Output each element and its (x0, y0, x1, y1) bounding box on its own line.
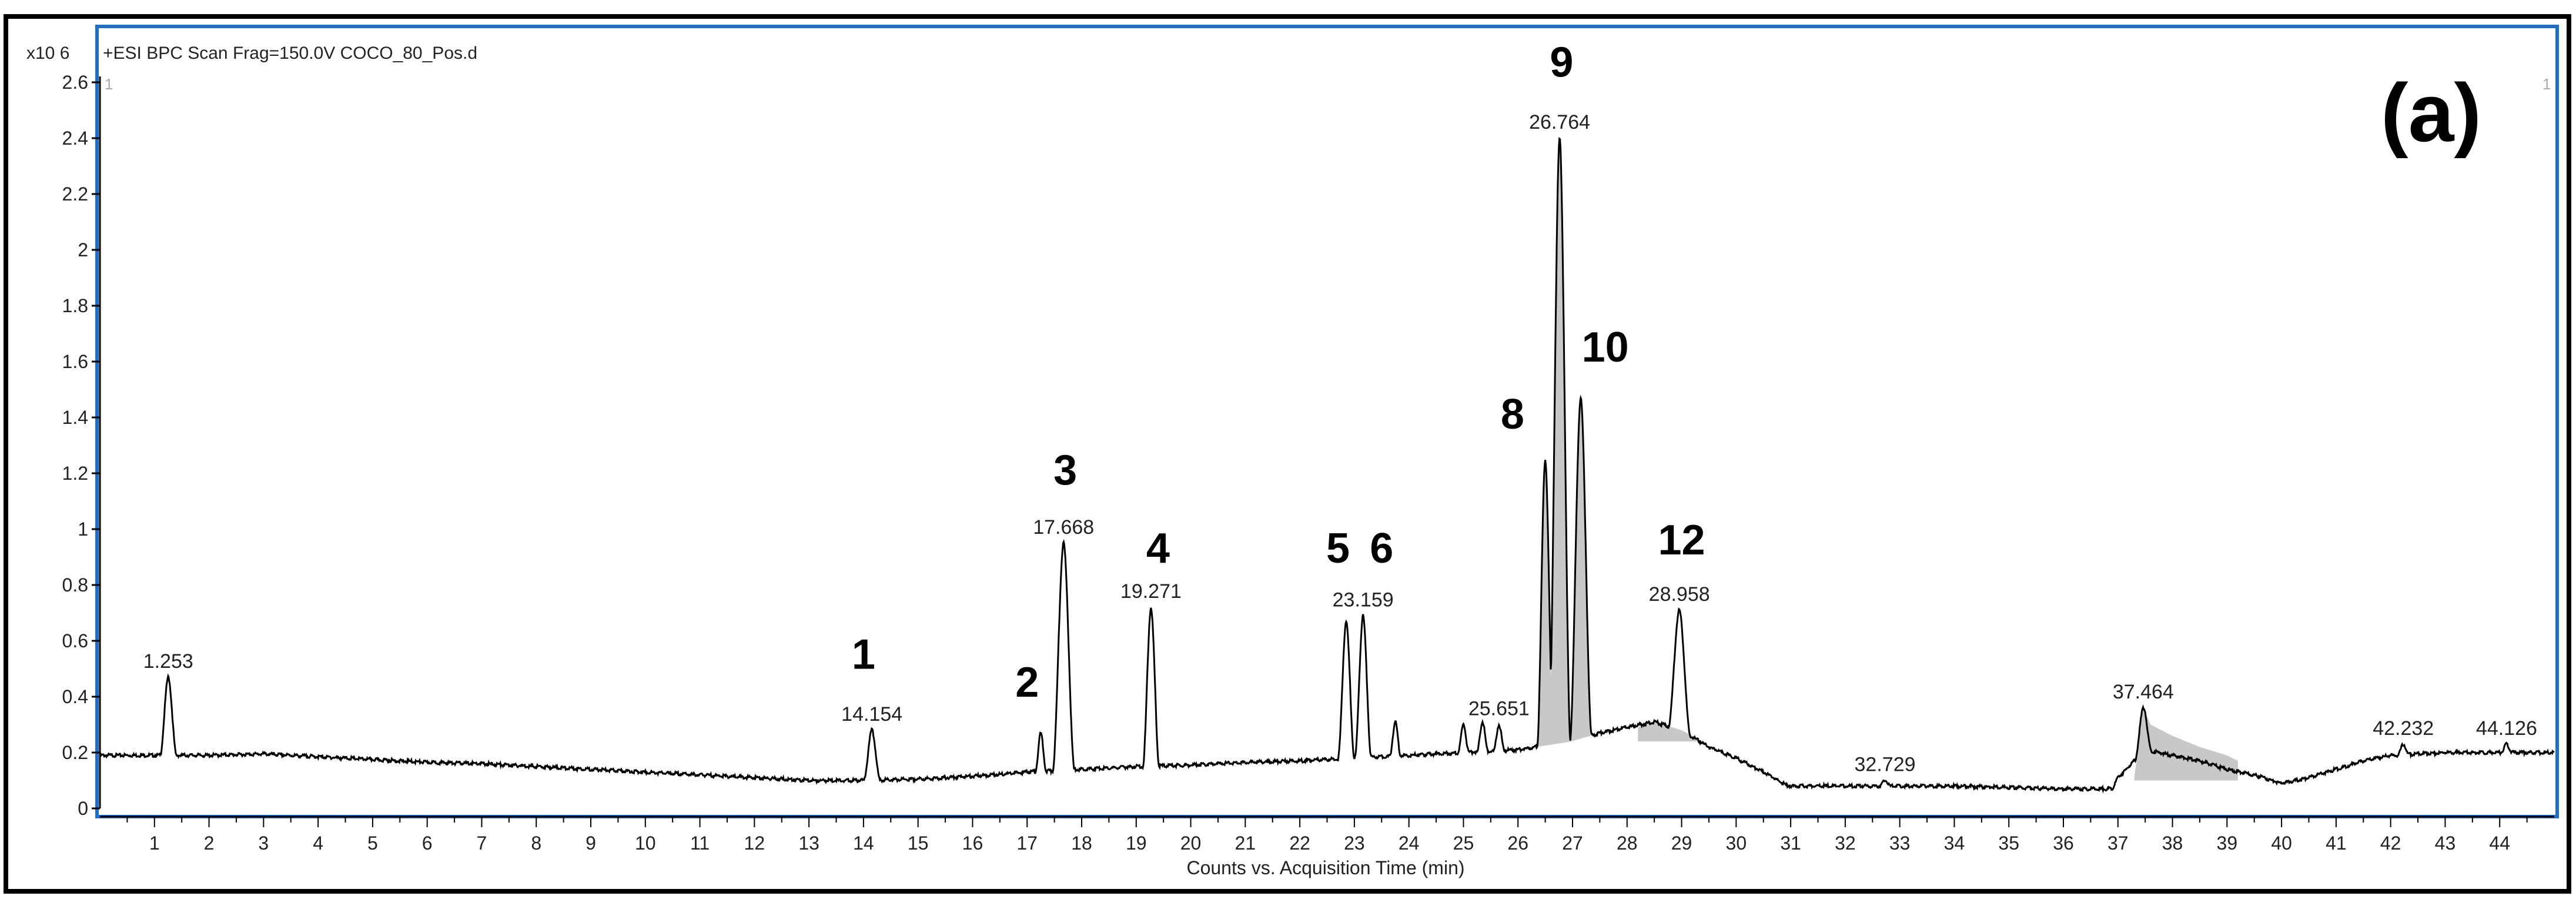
peak-number-label: 2 (1015, 659, 1039, 706)
x-tick-label: 21 (1235, 833, 1256, 854)
peak-number-label: 5 (1326, 525, 1350, 572)
y-tick-label: 0.6 (62, 630, 88, 651)
x-tick-label: 13 (798, 833, 819, 854)
peak-fill (1570, 397, 1592, 742)
y-tick-label: 0 (78, 798, 88, 819)
x-tick-label: 35 (1998, 833, 2019, 854)
x-tick-label: 39 (2217, 833, 2238, 854)
segment-marker-right: 1 (2542, 75, 2551, 93)
y-tick-label: 1.6 (62, 351, 88, 372)
peak-retention-label: 28.958 (1649, 583, 1710, 606)
peak-number-label: 1 (852, 631, 875, 678)
x-tick-label: 27 (1562, 833, 1583, 854)
x-tick-label: 22 (1289, 833, 1310, 854)
x-tick-label: 14 (853, 833, 874, 854)
x-tick-label: 8 (531, 833, 541, 854)
chart-labels: 1.253 14.154 17.668 19.271 23.159 25.651 26.76… (143, 39, 2537, 776)
x-tick-label: 43 (2435, 833, 2456, 854)
x-tick-label: 25 (1453, 833, 1474, 854)
peak-retention-label: 19.271 (1120, 580, 1182, 603)
panel-label: (a) (2381, 66, 2481, 159)
x-tick-label: 33 (1889, 833, 1911, 854)
peak-number-label: 12 (1658, 517, 1705, 564)
chart-marks (99, 137, 2555, 794)
x-tick-label: 32 (1835, 833, 1856, 854)
x-tick-label: 6 (422, 833, 433, 854)
x-tick-label: 18 (1071, 833, 1092, 854)
x-tick-label: 36 (2053, 833, 2074, 854)
peak-number-label: 10 (1582, 324, 1629, 371)
x-tick-label: 12 (744, 833, 765, 854)
x-tick-label: 24 (1399, 833, 1420, 854)
x-tick-label: 31 (1780, 833, 1801, 854)
x-tick-label: 11 (690, 833, 710, 854)
x-tick-label: 9 (586, 833, 596, 854)
x-tick-label: 34 (1944, 833, 1965, 854)
peak-retention-label: 17.668 (1033, 516, 1094, 539)
peak-retention-label: 23.159 (1333, 589, 1394, 611)
x-tick-label: 28 (1617, 833, 1638, 854)
y-tick-label: 2.4 (62, 128, 88, 149)
y-tick-label: 1.4 (62, 407, 88, 428)
y-tick-label: 1 (78, 519, 88, 540)
y-multiplier: x10 6 (26, 44, 69, 63)
peak-number-label: 3 (1053, 447, 1077, 494)
x-tick-label: 40 (2271, 833, 2292, 854)
y-tick-label: 0.2 (62, 742, 88, 763)
x-tick-label: 26 (1507, 833, 1528, 854)
x-tick-label: 44 (2489, 833, 2510, 854)
x-tick-label: 17 (1016, 833, 1038, 854)
peak-retention-label: 32.729 (1855, 754, 1916, 776)
segment-marker-left: 1 (105, 75, 113, 93)
peak-retention-label: 26.764 (1529, 111, 1590, 133)
peak-retention-label: 44.126 (2476, 717, 2537, 740)
axes: 00.20.40.60.811.21.41.61.822.22.42.61 2 3 4… (62, 72, 2554, 854)
shaded-region (1638, 721, 1698, 741)
y-tick-label: 0.4 (62, 686, 88, 707)
x-tick-label: 1 (149, 833, 160, 854)
x-tick-label: 15 (908, 833, 929, 854)
shaded-region (2134, 708, 2238, 781)
x-tick-label: 20 (1180, 833, 1202, 854)
x-tick-label: 16 (962, 833, 983, 854)
peak-retention-label: 42.232 (2373, 717, 2434, 740)
x-tick-label: 23 (1344, 833, 1365, 854)
x-tick-label: 42 (2380, 833, 2401, 854)
x-axis-label: Counts vs. Acquisition Time (min) (1186, 857, 1464, 878)
peak-number-label: 6 (1370, 525, 1393, 572)
chart-title: +ESI BPC Scan Frag=150.0V COCO_80_Pos.d (103, 44, 477, 63)
x-tick-label: 37 (2107, 833, 2129, 854)
peak-number-label: 4 (1146, 525, 1170, 572)
peak-retention-label: 37.464 (2113, 681, 2174, 703)
peak-retention-label: 1.253 (143, 650, 193, 673)
y-tick-label: 0.8 (62, 574, 88, 596)
x-tick-label: 41 (2326, 833, 2347, 854)
peak-retention-label: 25.651 (1468, 698, 1530, 720)
x-tick-label: 29 (1671, 833, 1692, 854)
chromatogram-trace (99, 137, 2555, 794)
peak-number-label: 9 (1550, 39, 1573, 86)
x-tick-label: 38 (2162, 833, 2183, 854)
x-tick-label: 2 (204, 833, 215, 854)
y-tick-label: 1.8 (62, 295, 88, 316)
peak-fill (1548, 138, 1571, 745)
x-tick-label: 4 (313, 833, 323, 854)
x-tick-label: 19 (1126, 833, 1147, 854)
y-tick-label: 1.2 (62, 463, 88, 484)
peak-number-label: 8 (1501, 391, 1524, 438)
y-tick-label: 2.6 (62, 72, 88, 93)
x-tick-label: 3 (258, 833, 269, 854)
y-tick-label: 2 (78, 239, 88, 260)
peak-retention-label: 14.154 (841, 703, 902, 726)
x-tick-label: 10 (635, 833, 656, 854)
y-tick-label: 2.2 (62, 183, 88, 205)
x-tick-label: 7 (477, 833, 487, 854)
x-tick-label: 5 (367, 833, 378, 854)
x-tick-label: 30 (1726, 833, 1747, 854)
